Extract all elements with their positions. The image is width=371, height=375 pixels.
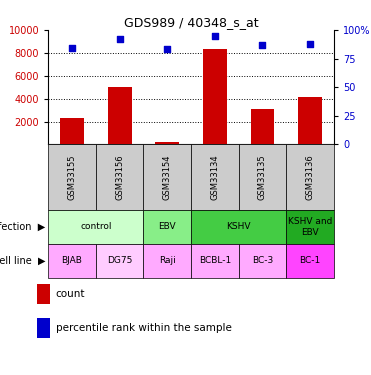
Bar (96, 144, 144, 210)
Point (69, 45, 75, 51)
Bar (48, 144, 96, 210)
Text: KSHV: KSHV (226, 222, 251, 231)
Bar (37, 284, 50, 304)
Text: BJAB: BJAB (62, 256, 82, 265)
Bar (155, 142, 179, 144)
Point (212, 33, 218, 39)
Text: GSM33134: GSM33134 (210, 154, 219, 200)
Text: control: control (80, 222, 112, 231)
Text: DG75: DG75 (107, 256, 132, 265)
Bar (203, 50, 227, 144)
Text: cell line  ▶: cell line ▶ (0, 256, 45, 266)
Bar (108, 87, 132, 144)
Bar (191, 144, 239, 210)
Bar (191, 210, 286, 244)
Text: GSM33155: GSM33155 (68, 154, 76, 200)
Bar (48, 244, 96, 278)
Text: BCBL-1: BCBL-1 (199, 256, 231, 265)
Point (259, 42, 265, 48)
Text: percentile rank within the sample: percentile rank within the sample (56, 323, 232, 333)
Text: KSHV and
EBV: KSHV and EBV (288, 217, 332, 237)
Text: GSM33136: GSM33136 (306, 154, 315, 200)
Text: infection  ▶: infection ▶ (0, 222, 45, 232)
Title: GDS989 / 40348_s_at: GDS989 / 40348_s_at (124, 16, 258, 29)
Bar (60, 118, 84, 144)
Point (116, 36, 122, 42)
Text: GSM33156: GSM33156 (115, 154, 124, 200)
Text: EBV: EBV (158, 222, 176, 231)
Text: Raji: Raji (159, 256, 175, 265)
Bar (191, 244, 239, 278)
Bar (37, 318, 50, 338)
Bar (144, 144, 191, 210)
Bar (48, 210, 144, 244)
Bar (239, 144, 286, 210)
Bar (250, 109, 275, 144)
Text: GSM33154: GSM33154 (163, 154, 172, 200)
Point (307, 41, 313, 47)
Text: GSM33135: GSM33135 (258, 154, 267, 200)
Bar (239, 244, 286, 278)
Point (164, 46, 170, 53)
Bar (144, 244, 191, 278)
Text: count: count (56, 289, 85, 299)
Bar (286, 144, 334, 210)
Bar (298, 97, 322, 144)
Bar (286, 210, 334, 244)
Bar (96, 244, 144, 278)
Text: BC-1: BC-1 (299, 256, 321, 265)
Text: BC-3: BC-3 (252, 256, 273, 265)
Bar (286, 244, 334, 278)
Bar (144, 210, 191, 244)
